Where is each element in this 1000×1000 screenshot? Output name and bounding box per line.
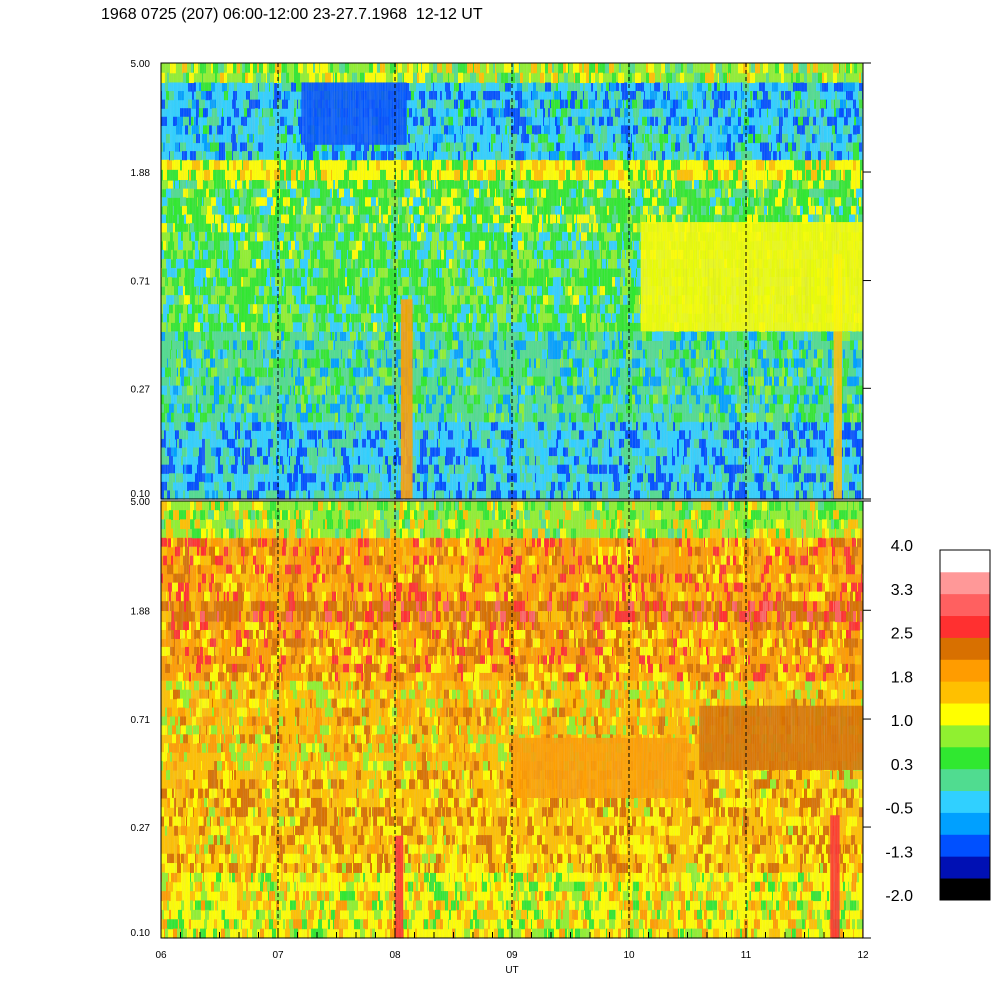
chart-title: 1968 0725 (207) 06:00-12:00 23-27.7.1968… [101, 6, 483, 23]
upper-panel: 5.001.880.710.270.10 [131, 59, 871, 500]
